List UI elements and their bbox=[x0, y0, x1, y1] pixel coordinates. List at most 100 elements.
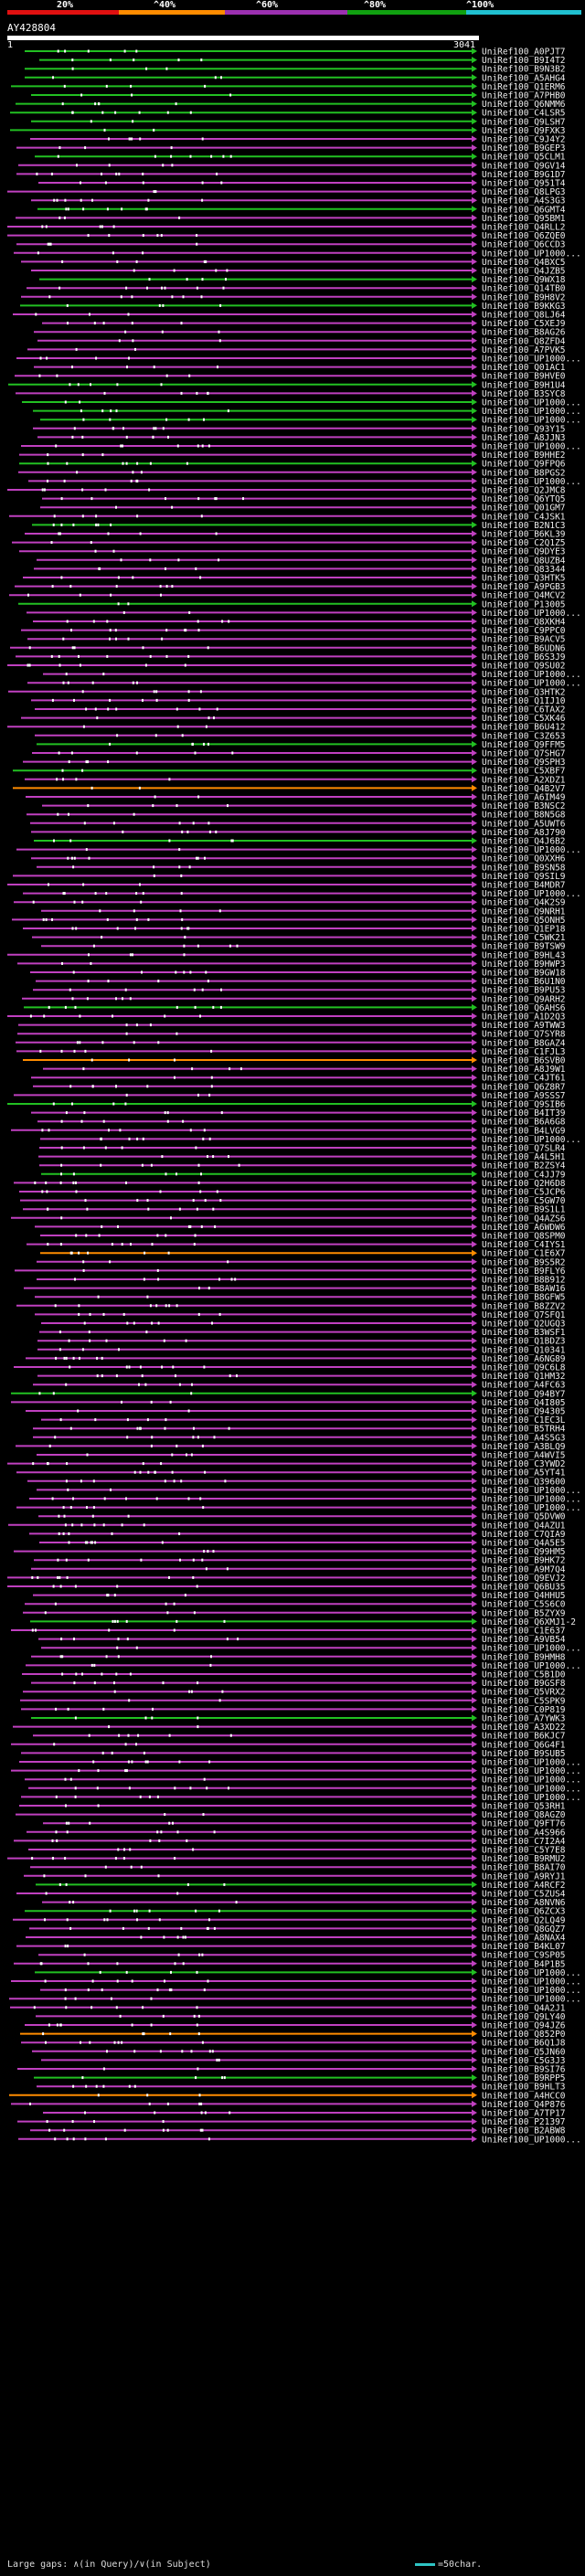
hit-label[interactable]: UniRef100_Q6G4F1 bbox=[482, 1740, 566, 1750]
hit-label[interactable]: UniRef100_Q53RH1 bbox=[482, 1802, 566, 1812]
hit-label[interactable]: UniRef100_Q9FFM5 bbox=[482, 740, 566, 750]
hit-label[interactable]: UniRef100_B5ZYX9 bbox=[482, 1608, 566, 1618]
hit-label[interactable]: UniRef100_Q83344 bbox=[482, 565, 566, 575]
hit-label[interactable]: UniRef100_Q1IJ10 bbox=[482, 696, 566, 706]
hit-label[interactable]: UniRef100_UP1000... bbox=[482, 1495, 581, 1505]
hit-label[interactable]: UniRef100_B5TRH4 bbox=[482, 1425, 566, 1435]
hit-label[interactable]: UniRef100_Q6AHS6 bbox=[482, 1003, 566, 1013]
hit-label[interactable]: UniRef100_Q7SYR8 bbox=[482, 1030, 566, 1040]
hit-label[interactable]: UniRef100_Q7SHG7 bbox=[482, 749, 566, 759]
hit-label[interactable]: UniRef100_Q4A5E5 bbox=[482, 1539, 566, 1549]
hit-label[interactable]: UniRef100_Q6NMM6 bbox=[482, 100, 566, 110]
hit-label[interactable]: UniRef100_UP1000... bbox=[482, 1784, 581, 1794]
hit-label[interactable]: UniRef100_B6U1N0 bbox=[482, 977, 566, 987]
hit-label[interactable]: UniRef100_Q4P876 bbox=[482, 2100, 566, 2110]
hit-label[interactable]: UniRef100_A8NVN6 bbox=[482, 1898, 566, 1908]
hit-label[interactable]: UniRef100_B9RPP5 bbox=[482, 2073, 566, 2083]
hit-label[interactable]: UniRef100_Q4AZS6 bbox=[482, 1214, 566, 1224]
hit-label[interactable]: UniRef100_Q4J6B2 bbox=[482, 837, 566, 847]
hit-label[interactable]: UniRef100_A7PVK5 bbox=[482, 345, 566, 355]
hit-label[interactable]: UniRef100_B8GFW5 bbox=[482, 1293, 566, 1303]
hit-label[interactable]: UniRef100_B2ABW8 bbox=[482, 2126, 566, 2136]
hit-label[interactable]: UniRef100_B6S3J9 bbox=[482, 652, 566, 663]
hit-label[interactable]: UniRef100_Q9FPQ6 bbox=[482, 460, 566, 470]
hit-label[interactable]: UniRef100_B8GAZ4 bbox=[482, 1038, 566, 1048]
hit-label[interactable]: UniRef100_A9RYJ1 bbox=[482, 1871, 566, 1882]
hit-label[interactable]: UniRef100_C5XK46 bbox=[482, 714, 566, 724]
hit-label[interactable]: UniRef100_Q5ONH5 bbox=[482, 916, 566, 926]
hit-label[interactable]: UniRef100_A5UWT6 bbox=[482, 819, 566, 829]
hit-label[interactable]: UniRef100_C6TAX2 bbox=[482, 705, 566, 716]
hit-label[interactable]: UniRef100_Q01AC1 bbox=[482, 363, 566, 373]
hit-label[interactable]: UniRef100_C1E6X7 bbox=[482, 1249, 566, 1259]
hit-label[interactable]: UniRef100_B3WSF1 bbox=[482, 1328, 566, 1338]
hit-label[interactable]: UniRef100_Q2UGQ3 bbox=[482, 1320, 566, 1330]
hit-label[interactable]: UniRef100_Q5VRX2 bbox=[482, 1688, 566, 1698]
hit-label[interactable]: UniRef100_UP1000... bbox=[482, 1503, 581, 1513]
hit-label[interactable]: UniRef100_C9J4Y2 bbox=[482, 135, 566, 145]
hit-label[interactable]: UniRef100_A9PGB3 bbox=[482, 582, 566, 592]
hit-label[interactable]: UniRef100_A8JJN3 bbox=[482, 433, 566, 443]
hit-label[interactable]: UniRef100_Q94305 bbox=[482, 1407, 566, 1417]
hit-label[interactable]: UniRef100_Q6BU35 bbox=[482, 1583, 566, 1593]
hit-label[interactable]: UniRef100_C0P819 bbox=[482, 1705, 566, 1715]
hit-label[interactable]: UniRef100_UP1000... bbox=[482, 670, 581, 680]
hit-label[interactable]: UniRef100_UP1000... bbox=[482, 407, 581, 417]
hit-label[interactable]: UniRef100_C1E637 bbox=[482, 1627, 566, 1637]
hit-label[interactable]: UniRef100_Q9C6L8 bbox=[482, 1363, 566, 1373]
hit-label[interactable]: UniRef100_B9GEP3 bbox=[482, 143, 566, 154]
hit-label[interactable]: UniRef100_B9S1L1 bbox=[482, 1205, 566, 1215]
hit-label[interactable]: UniRef100_B6KJC7 bbox=[482, 1732, 566, 1742]
hit-label[interactable]: UniRef100_Q6XMJ1-2 bbox=[482, 1617, 576, 1627]
hit-label[interactable]: UniRef100_UP1000... bbox=[482, 609, 581, 619]
hit-label[interactable]: UniRef100_A4L5H1 bbox=[482, 1152, 566, 1162]
hit-label[interactable]: UniRef100_C4JSK1 bbox=[482, 512, 566, 522]
hit-label[interactable]: UniRef100_B4LVG9 bbox=[482, 1126, 566, 1136]
hit-label[interactable]: UniRef100_UP1000... bbox=[482, 1776, 581, 1786]
hit-label[interactable]: UniRef100_C5XBF7 bbox=[482, 767, 566, 777]
hit-label[interactable]: UniRef100_B9HMH8 bbox=[482, 1652, 566, 1662]
hit-label[interactable]: UniRef100_Q93Y15 bbox=[482, 424, 566, 434]
hit-label[interactable]: UniRef100_UP1000... bbox=[482, 249, 581, 259]
hit-label[interactable]: UniRef100_C2Q1Z5 bbox=[482, 538, 566, 548]
hit-label[interactable]: UniRef100_C3YWD2 bbox=[482, 1459, 566, 1469]
hit-label[interactable]: UniRef100_UP1000... bbox=[482, 1968, 581, 1978]
hit-label[interactable]: UniRef100_UP1000... bbox=[482, 1766, 581, 1776]
hit-label[interactable]: UniRef100_A1D2Q3 bbox=[482, 1012, 566, 1023]
hit-label[interactable]: UniRef100_B6U412 bbox=[482, 723, 566, 733]
hit-label[interactable]: UniRef100_Q4AZU1 bbox=[482, 1521, 566, 1531]
hit-label[interactable]: UniRef100_B4MDR7 bbox=[482, 881, 566, 891]
hit-label[interactable]: UniRef100_B4KL07 bbox=[482, 1942, 566, 1952]
hit-label[interactable]: UniRef100_C5WK21 bbox=[482, 933, 566, 943]
hit-label[interactable]: UniRef100_Q6CCD3 bbox=[482, 240, 566, 250]
hit-label[interactable]: UniRef100_Q8AGZ0 bbox=[482, 1810, 566, 1820]
hit-label[interactable]: UniRef100_Q3HTK2 bbox=[482, 687, 566, 697]
hit-label[interactable]: UniRef100_B9I4T2 bbox=[482, 56, 566, 66]
hit-label[interactable]: UniRef100_B8PGS2 bbox=[482, 468, 566, 478]
hit-label[interactable]: UniRef100_B9SI76 bbox=[482, 2065, 566, 2075]
hit-label[interactable]: UniRef100_C3Z653 bbox=[482, 731, 566, 741]
hit-label[interactable]: UniRef100_B9FLY6 bbox=[482, 1267, 566, 1277]
hit-label[interactable]: UniRef100_P21397 bbox=[482, 2117, 566, 2127]
hit-label[interactable]: UniRef100_Q6GMT4 bbox=[482, 205, 566, 215]
hit-label[interactable]: UniRef100_C4IYS1 bbox=[482, 1240, 566, 1250]
hit-label[interactable]: UniRef100_Q14TB0 bbox=[482, 284, 566, 294]
hit-label[interactable]: UniRef100_B9ACV5 bbox=[482, 635, 566, 645]
hit-label[interactable]: UniRef100_UP1000... bbox=[482, 1661, 581, 1671]
hit-label[interactable]: UniRef100_A4FC63 bbox=[482, 1381, 566, 1391]
hit-label[interactable]: UniRef100_B9HVE0 bbox=[482, 372, 566, 382]
hit-label[interactable]: UniRef100_Q951T4 bbox=[482, 179, 566, 189]
hit-label[interactable]: UniRef100_Q9SPH3 bbox=[482, 758, 566, 768]
hit-label[interactable]: UniRef100_B9GW18 bbox=[482, 969, 566, 979]
hit-label[interactable]: UniRef100_A8J9W1 bbox=[482, 1065, 566, 1075]
hit-label[interactable]: UniRef100_Q9SIL9 bbox=[482, 872, 566, 882]
hit-label[interactable]: UniRef100_Q4JZB5 bbox=[482, 267, 566, 277]
hit-label[interactable]: UniRef100_C5G3J3 bbox=[482, 2056, 566, 2066]
hit-label[interactable]: UniRef100_B9N3B2 bbox=[482, 65, 566, 75]
hit-label[interactable]: UniRef100_B3SYC8 bbox=[482, 389, 566, 399]
hit-label[interactable]: UniRef100_A6IM49 bbox=[482, 793, 566, 803]
hit-label[interactable]: UniRef100_Q99HM5 bbox=[482, 1547, 566, 1557]
hit-label[interactable]: UniRef100_B8N5G8 bbox=[482, 811, 566, 821]
hit-label[interactable]: UniRef100_Q8SPM0 bbox=[482, 1232, 566, 1242]
hit-label[interactable]: UniRef100_Q9FXK3 bbox=[482, 126, 566, 136]
